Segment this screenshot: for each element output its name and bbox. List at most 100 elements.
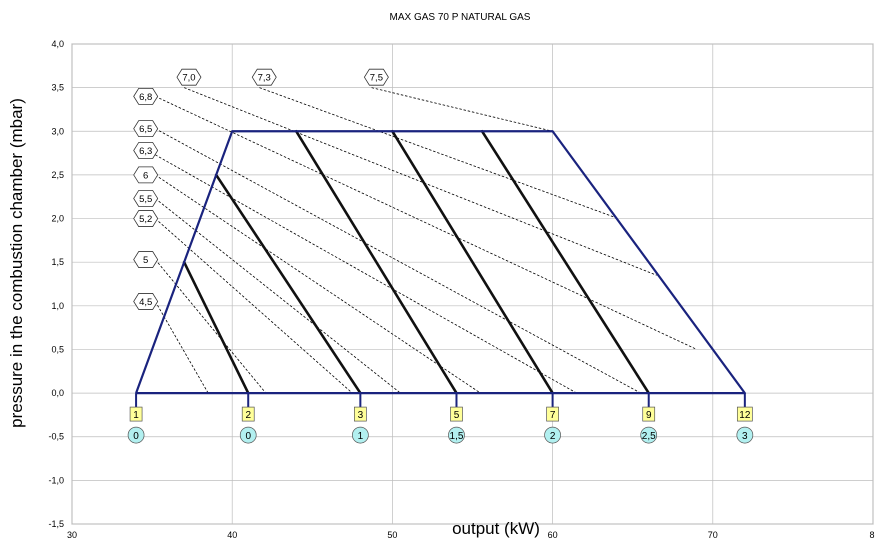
- pressure-labels: 4,5 5 5,2 5,5 6 6,3 6,5 6,8 7,0 7,3 7,5: [133, 68, 389, 310]
- square-marker: [450, 406, 463, 422]
- square-marker: [129, 406, 143, 422]
- hexagon-shape: [133, 142, 159, 159]
- x-tick-label: 8: [869, 530, 874, 540]
- square-marker-label: 7: [550, 410, 556, 421]
- y-axis-label: pressure in the combustion chamber (mbar…: [7, 98, 26, 428]
- y-tick-label: 2,5: [51, 170, 64, 180]
- bottom-marker: 72: [544, 393, 561, 444]
- circle-marker-label: 1,5: [450, 431, 464, 442]
- y-tick-label: 2,0: [51, 214, 64, 224]
- circle-marker: [448, 426, 465, 444]
- pressure-line: [155, 198, 401, 394]
- pressure-hex-label: 5,5: [133, 190, 159, 207]
- hexagon-shape: [133, 87, 159, 105]
- y-tick-label: 3,5: [51, 83, 64, 93]
- hexagon-shape: [133, 120, 159, 138]
- hexagon-shape: [133, 210, 159, 227]
- hexagon-shape: [133, 166, 159, 184]
- y-axis-ticks: 4,0 3,5 3,0 2,5 2,0 1,5 1,0 0,5 0,0 -0,5 -1,0 -1,5: [48, 39, 64, 529]
- x-tick-label: 70: [708, 530, 718, 540]
- bottom-marker: 20: [239, 393, 257, 444]
- x-tick-label: 50: [387, 530, 397, 540]
- envelope-line: [135, 130, 746, 395]
- pressure-line: [371, 87, 553, 132]
- pressure-hex-label: 6: [133, 166, 159, 184]
- hexagon-shape: [133, 190, 159, 207]
- circle-marker-label: 3: [742, 431, 748, 442]
- hexagon-shape: [133, 293, 159, 310]
- hexagon-shape: [176, 68, 202, 86]
- grid: [71, 43, 874, 525]
- circle-marker-label: 0: [245, 431, 251, 442]
- square-marker-label: 5: [454, 410, 460, 421]
- hex-label-text: 7,0: [182, 73, 195, 84]
- fan-line: [391, 129, 554, 395]
- pressure-hex-label: 7,5: [363, 68, 389, 86]
- fan-line: [214, 173, 362, 395]
- pressure-line: [154, 259, 267, 394]
- y-tick-label: -1,0: [48, 475, 64, 485]
- square-marker-label: 12: [739, 410, 751, 421]
- circle-marker: [736, 426, 754, 444]
- circle-marker: [640, 426, 658, 444]
- pressure-hex-label: 6,8: [133, 87, 159, 105]
- hex-label-text: 7,3: [258, 73, 271, 84]
- pressure-line: [155, 218, 353, 394]
- square-marker-label: 2: [245, 410, 251, 421]
- hex-label-text: 5,5: [139, 194, 152, 205]
- square-marker-label: 9: [646, 410, 652, 421]
- hex-label-text: 6,5: [139, 124, 152, 135]
- circle-marker-label: 1: [358, 431, 364, 442]
- y-tick-label: 0,5: [51, 344, 64, 354]
- pressure-hex-label: 5: [133, 251, 159, 268]
- square-marker: [546, 406, 559, 422]
- circle-marker: [544, 426, 561, 444]
- y-tick-label: -0,5: [48, 432, 64, 442]
- fan-line: [182, 260, 250, 395]
- pressure-line: [155, 96, 697, 350]
- pressure-hex-label: 5,2: [133, 210, 159, 227]
- circle-marker-label: 2: [550, 431, 556, 442]
- y-tick-label: -1,5: [48, 519, 64, 529]
- hex-label-text: 4,5: [139, 297, 152, 308]
- pressure-line: [155, 128, 641, 394]
- bottom-marker: 12 3: [736, 393, 754, 444]
- fan-line: [294, 129, 458, 395]
- hexagon-shape: [363, 68, 389, 86]
- circle-marker: [127, 426, 145, 444]
- square-marker: [241, 406, 255, 422]
- pressure-line: [259, 87, 619, 219]
- envelope: [135, 130, 746, 395]
- hex-label-text: 6: [143, 170, 148, 181]
- bottom-marker: 51,5: [448, 393, 465, 444]
- hexagon-shape: [251, 68, 277, 86]
- bottom-marker: 31: [352, 393, 369, 444]
- x-tick-label: 40: [227, 530, 237, 540]
- circle-marker: [239, 426, 257, 444]
- hex-label-text: 7,5: [370, 73, 383, 84]
- pressure-line: [183, 87, 657, 276]
- pressure-hex-label: 7,0: [176, 68, 202, 86]
- circle-marker: [352, 426, 369, 444]
- pressure-hex-label: 6,3: [133, 142, 159, 159]
- pressure-hex-label: 4,5: [133, 293, 159, 310]
- bottom-marker: 10: [127, 393, 145, 444]
- x-tick-label: 30: [67, 530, 77, 540]
- pressure-lines: [154, 87, 697, 394]
- x-tick-label: 60: [548, 530, 558, 540]
- pressure-hex-label: 7,3: [251, 68, 277, 86]
- x-axis-ticks: 30 40 50 60 70 8: [67, 530, 875, 540]
- square-marker-label: 3: [358, 410, 364, 421]
- square-marker: [642, 406, 656, 422]
- fan-lines: [182, 129, 651, 395]
- hexagon-shape: [133, 251, 159, 268]
- square-marker: [354, 406, 367, 422]
- y-tick-label: 1,5: [51, 257, 64, 267]
- y-tick-label: 3,0: [51, 126, 64, 136]
- square-marker-label: 1: [133, 410, 139, 421]
- bottom-marker: 92,5: [640, 393, 658, 444]
- pressure-line: [155, 174, 481, 394]
- y-tick-label: 0,0: [51, 388, 64, 398]
- x-axis-label: output (kW): [452, 519, 540, 538]
